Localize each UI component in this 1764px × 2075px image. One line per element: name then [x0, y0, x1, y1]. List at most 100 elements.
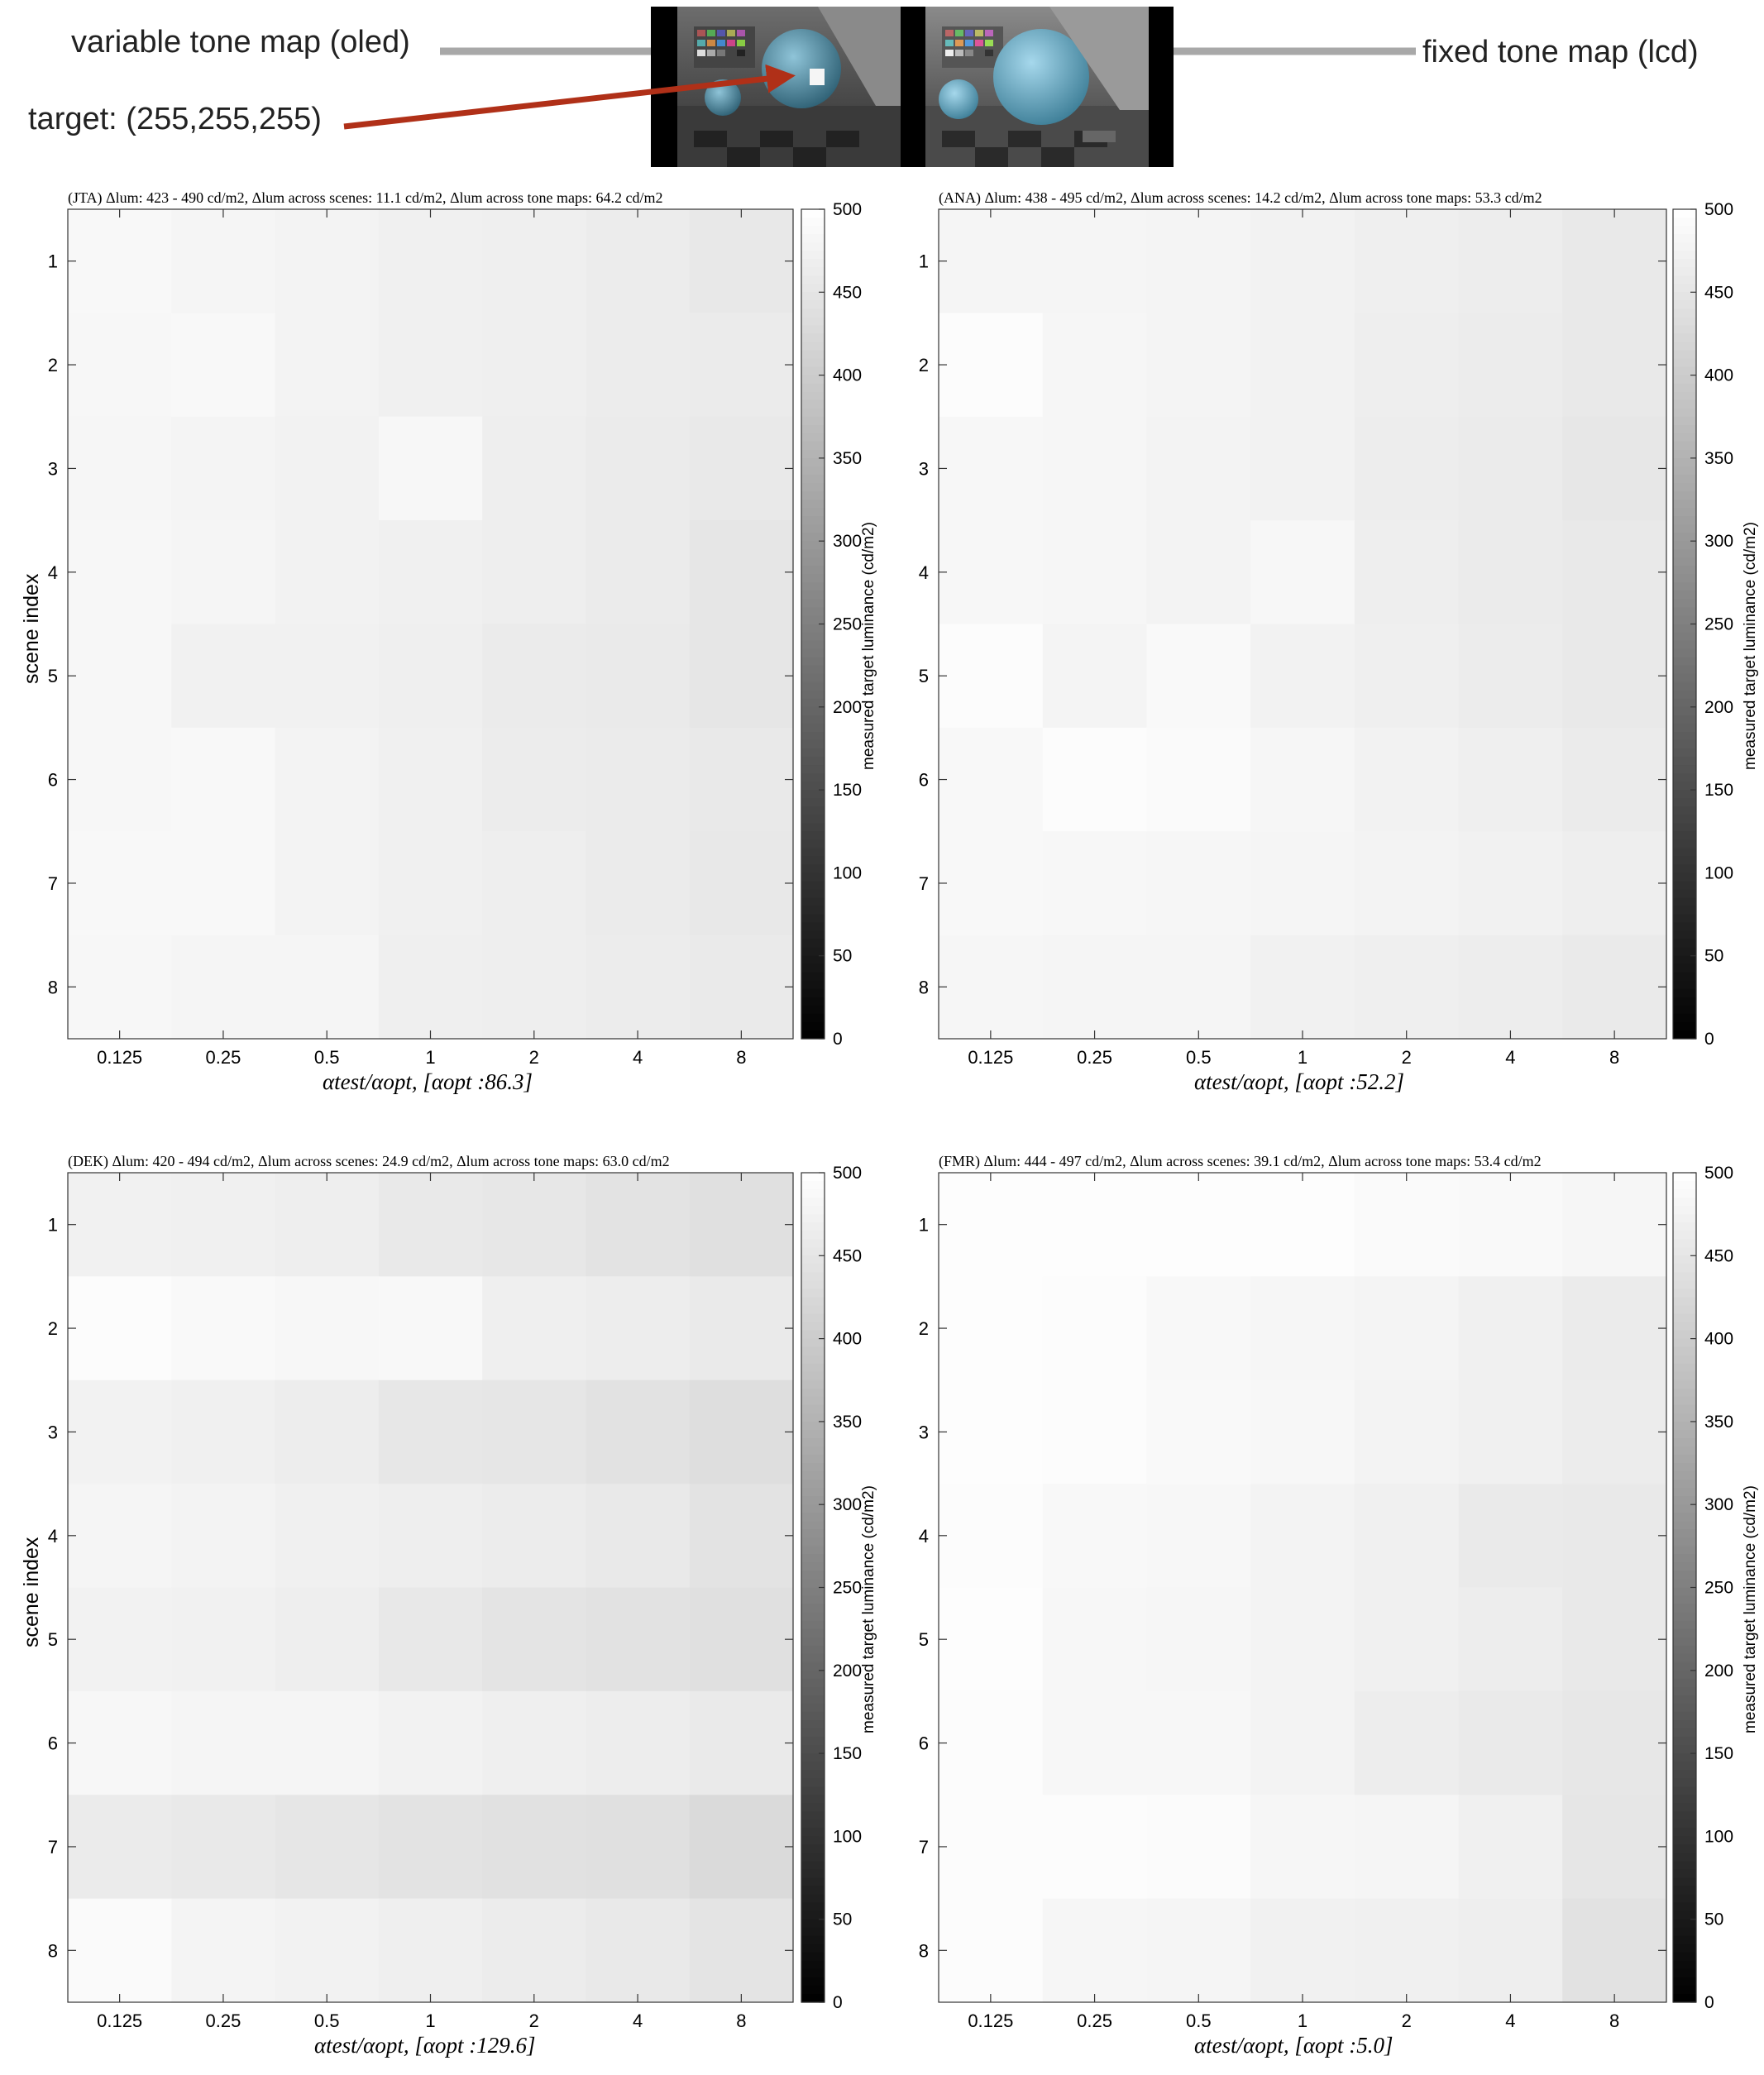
- scene-photo: [651, 7, 1174, 167]
- colorbar-segment: [801, 1247, 825, 1256]
- colorbar-segment: [801, 1910, 825, 1920]
- colorbar-segment: [801, 673, 825, 683]
- heatmap-cell: [1250, 727, 1355, 832]
- colorbar-segment: [1673, 226, 1696, 235]
- heatmap-cell: [1458, 1587, 1563, 1692]
- colorbar-label: measured target luminance (cd/m2): [1742, 522, 1759, 770]
- colorbar-segment: [801, 1280, 825, 1290]
- heatmap-cell: [68, 1690, 172, 1795]
- colorbar-segment: [801, 1264, 825, 1273]
- colorbar-segment: [801, 1604, 825, 1614]
- colorbar-segment: [801, 698, 825, 708]
- heatmap-cell: [1146, 624, 1251, 729]
- y-tick-label: 6: [48, 1733, 58, 1754]
- heatmap-cell: [1354, 209, 1460, 313]
- heatmap-cell: [171, 1587, 276, 1692]
- colorbar-segment: [801, 782, 825, 791]
- y-tick-label: 8: [919, 1940, 929, 1961]
- y-tick-label: 5: [48, 1629, 58, 1650]
- colorbar-segment: [1673, 706, 1696, 716]
- colorbar-segment: [1673, 317, 1696, 327]
- colorbar-tick-label: 150: [1704, 1744, 1733, 1763]
- x-tick-label: 4: [633, 1047, 643, 1068]
- colorbar-segment: [1673, 1005, 1696, 1015]
- colorbar-segment: [801, 317, 825, 327]
- colorbar-segment: [801, 1703, 825, 1713]
- x-tick-label: 8: [1609, 2010, 1619, 2031]
- heatmap-cell: [1562, 1587, 1667, 1692]
- colorbar-segment: [1673, 242, 1696, 251]
- colorbar-segment: [1673, 1355, 1696, 1365]
- colorbar-segment: [801, 1181, 825, 1190]
- colorbar-segment: [1673, 1429, 1696, 1439]
- heatmap-cell: [1042, 727, 1148, 832]
- colorbar-segment: [1673, 1421, 1696, 1431]
- heatmap-cell: [1250, 1173, 1355, 1277]
- heatmap-cell: [1042, 313, 1148, 418]
- y-tick-label: 5: [919, 666, 929, 686]
- heatmap-cell: [1042, 416, 1148, 521]
- heatmap-cell: [1354, 831, 1460, 936]
- colorbar-segment: [801, 1421, 825, 1431]
- x-tick-label: 0.5: [314, 1047, 340, 1068]
- heatmap-cell: [1562, 831, 1667, 936]
- heatmap-cell: [68, 520, 172, 625]
- colorbar-segment: [801, 391, 825, 401]
- colorbar-segment: [801, 292, 825, 301]
- colorbar-segment: [1673, 1371, 1696, 1381]
- y-tick-label: 3: [48, 1422, 58, 1442]
- heatmap-cell: [1458, 1173, 1563, 1277]
- colorbar-segment: [1673, 1886, 1696, 1896]
- colorbar-segment: [1673, 1745, 1696, 1754]
- heatmap-cell: [378, 520, 483, 625]
- colorbar-tick-label: 350: [833, 1413, 862, 1432]
- colorbar-label: measured target luminance (cd/m2): [860, 1485, 877, 1733]
- colorbar-label: measured target luminance (cd/m2): [860, 522, 877, 770]
- colorbar-segment: [801, 739, 825, 749]
- heatmap-cell: [482, 1379, 587, 1485]
- heatmap-cell: [275, 1379, 380, 1485]
- colorbar-segment: [1673, 582, 1696, 591]
- heatmap-cell: [586, 313, 691, 418]
- colorbar-segment: [1673, 1313, 1696, 1323]
- heatmap-cell: [1458, 935, 1563, 1040]
- colorbar-segment: [1673, 1919, 1696, 1929]
- colorbar-segment: [1673, 955, 1696, 965]
- colorbar-segment: [1673, 1944, 1696, 1953]
- heatmap-cell: [1250, 624, 1355, 729]
- colorbar-segment: [801, 1562, 825, 1572]
- colorbar-segment: [1673, 1396, 1696, 1406]
- heatmap-cell: [689, 520, 794, 625]
- heatmap-cell: [586, 1379, 691, 1485]
- colorbar-segment: [1673, 1786, 1696, 1795]
- colorbar-segment: [801, 366, 825, 376]
- heatmap-cell: [275, 1276, 380, 1381]
- y-tick-label: 6: [48, 770, 58, 791]
- colorbar-segment: [1673, 889, 1696, 899]
- heatmap-cell: [482, 1173, 587, 1277]
- colorbar-segment: [1673, 1628, 1696, 1638]
- heatmap-cell: [1250, 416, 1355, 521]
- colorbar-tick-label: 300: [1704, 532, 1733, 551]
- heatmap-cell: [171, 624, 276, 729]
- variable-tone-map-label: variable tone map (oled): [71, 25, 410, 60]
- colorbar-segment: [801, 1786, 825, 1795]
- colorbar-segment: [1673, 1437, 1696, 1447]
- colorbar-segment: [1673, 848, 1696, 857]
- colorbar-segment: [801, 1198, 825, 1207]
- heatmap-cell: [1042, 1690, 1148, 1795]
- colorbar-segment: [1673, 333, 1696, 343]
- lcd-render: [925, 7, 1149, 167]
- y-tick-label: 4: [919, 562, 929, 583]
- colorbar-segment: [801, 474, 825, 484]
- colorbar-segment: [1673, 1968, 1696, 1978]
- colorbar-segment: [1673, 1894, 1696, 1904]
- x-axis-label: αtest/αopt, [αopt :5.0]: [1194, 2033, 1394, 2058]
- y-tick-label: 7: [919, 1837, 929, 1857]
- colorbar-segment: [1673, 1711, 1696, 1721]
- colorbar-segment: [801, 1745, 825, 1754]
- heatmap-cell: [378, 1690, 483, 1795]
- colorbar-segment: [801, 449, 825, 459]
- heatmap-cell: [171, 416, 276, 521]
- colorbar-segment: [1673, 383, 1696, 393]
